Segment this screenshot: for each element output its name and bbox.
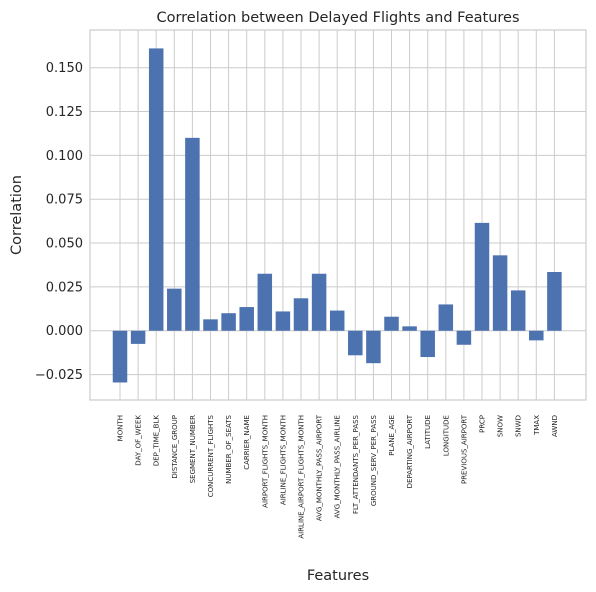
x-tick-label: CONCURRENT_FLIGHTS	[207, 414, 215, 497]
bar-concurrent-flights	[203, 319, 218, 331]
x-tick-label: MONTH	[117, 415, 125, 441]
bar-snow	[492, 255, 508, 331]
x-tick-label: PREVIOUS_AIRPORT	[460, 414, 468, 484]
bar-distance-group	[167, 288, 182, 331]
x-tick-label: FLT_ATTENDANTS_PER_PASS	[352, 414, 360, 514]
x-axis-label: Features	[307, 568, 369, 584]
bar-avg-monthly-pass-airport	[311, 273, 327, 331]
bar-month	[112, 330, 128, 383]
y-tick-label: 0.025	[46, 280, 83, 295]
x-tick-label: LONGITUDE	[442, 415, 450, 456]
x-tick-label: TMAX	[533, 415, 541, 436]
bar-flt-attendants-per-pass	[348, 330, 363, 356]
x-tick-label: SEGMENT_NUMBER	[189, 415, 197, 483]
bar-plane-age	[384, 316, 399, 331]
x-tick-label: DISTANCE_GROUP	[171, 415, 179, 479]
x-tick-label: AWND	[551, 415, 559, 437]
x-tick-label: DEPARTING_AIRPORT	[406, 414, 414, 488]
x-tick-label: AIRLINE_FLIGHTS_MONTH	[279, 415, 287, 505]
bar-latitude	[420, 330, 435, 358]
bar-ground-serv-per-pass	[366, 330, 381, 364]
bar-prcp	[474, 222, 490, 331]
x-tick-label: PLANE_AGE	[388, 415, 396, 456]
x-tick-label: SNOW	[497, 415, 505, 437]
y-tick-label: 0.125	[46, 105, 83, 120]
x-tick-label: GROUND_SERV_PER_PASS	[370, 414, 378, 506]
bar-longitude	[438, 304, 454, 331]
bar-day-of-week	[130, 330, 146, 344]
bar-airline-airport-flights-month	[293, 298, 309, 331]
x-tick-label: AIRPORT_FLIGHTS_MONTH	[261, 415, 269, 508]
plot-frame	[89, 29, 587, 401]
y-tick-label: 0.100	[46, 149, 83, 164]
y-tick-label: −0.025	[35, 368, 83, 383]
x-tick-label: AVG_MONTHLY_PASS_AIRLINE	[334, 415, 342, 518]
y-tick-label: 0.150	[46, 61, 83, 76]
bar-avg-monthly-pass-airline	[329, 310, 345, 331]
x-tick-label: PRCP	[479, 415, 487, 433]
y-tick-labels: −0.025 0.000 0.025 0.050 0.075 0.100 0.125 0.15…	[35, 61, 83, 383]
x-tick-label: DEP_TIME_BLK	[153, 415, 161, 467]
y-tick-label: 0.000	[46, 324, 83, 339]
x-tick-label: LATITUDE	[424, 415, 432, 449]
bar-dep-time-blk	[148, 48, 164, 331]
bar-awnd	[547, 271, 562, 331]
bar-number-of-seats	[221, 313, 236, 331]
y-tick-label: 0.050	[46, 237, 83, 252]
x-tick-labels: MONTH DAY_OF_WEEK DEP_TIME_BLK DISTANCE_GRO…	[117, 414, 559, 538]
x-tick-label: SNWD	[515, 415, 523, 437]
grid-lines	[90, 30, 586, 400]
chart-title: Correlation between Delayed Flights and …	[156, 10, 519, 26]
bar-carrier-name	[239, 307, 254, 331]
y-tick-label: 0.075	[46, 193, 83, 208]
bar-segment-number	[185, 137, 200, 331]
x-tick-label: AIRLINE_AIRPORT_FLIGHTS_MONTH	[298, 415, 306, 539]
bar-airline-flights-month	[275, 311, 291, 331]
bar-departing-airport	[402, 326, 417, 331]
x-tick-label: AVG_MONTHLY_PASS_AIRPORT	[316, 414, 324, 521]
bar-airport-flights-month	[257, 273, 273, 331]
bars	[112, 48, 562, 383]
x-tick-label: CARRIER_NAME	[243, 415, 251, 470]
x-tick-label: DAY_OF_WEEK	[135, 415, 143, 466]
bar-snwd	[510, 290, 526, 331]
x-tick-label: NUMBER_OF_SEATS	[225, 414, 233, 483]
bar-tmax	[529, 330, 544, 341]
y-axis-label: Correlation	[9, 175, 25, 255]
bar-previous-airport	[456, 330, 472, 345]
